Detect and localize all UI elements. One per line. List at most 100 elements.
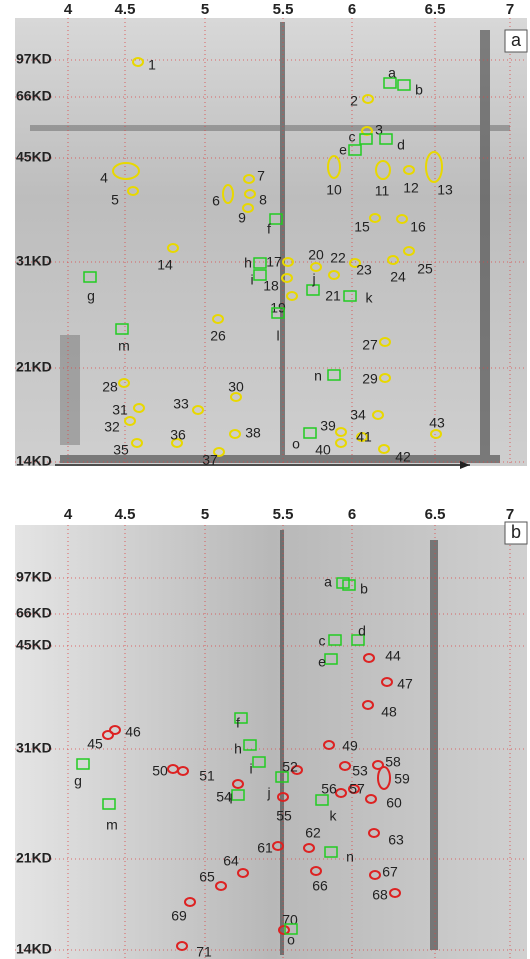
spot-label: n xyxy=(314,368,322,384)
spot-label: 65 xyxy=(199,869,215,885)
spot-label: m xyxy=(118,338,130,354)
spot-label: 54 xyxy=(216,789,232,805)
spot-marker xyxy=(324,653,338,665)
spot-label: 51 xyxy=(199,768,215,784)
spot-label: k xyxy=(330,808,338,824)
panel-letter: a xyxy=(511,30,522,50)
spot-marker xyxy=(328,270,340,280)
spot-label: 23 xyxy=(356,262,372,278)
spot-label: 5 xyxy=(111,192,119,208)
spot-marker xyxy=(222,184,234,204)
spot-marker xyxy=(112,162,140,180)
spot-marker xyxy=(339,761,351,771)
spot-label: e xyxy=(318,654,326,670)
mw-label: 97KD xyxy=(16,51,52,67)
spot-marker xyxy=(237,868,249,878)
spot-label: 25 xyxy=(417,261,433,277)
ph-label: 6.5 xyxy=(425,506,446,523)
spot-label: 69 xyxy=(171,908,187,924)
spot-label: 48 xyxy=(381,704,397,720)
spot-marker xyxy=(277,792,289,802)
spot-marker xyxy=(365,794,377,804)
ph-label: 5 xyxy=(201,506,209,523)
spot-label: 59 xyxy=(394,771,410,787)
spot-marker xyxy=(425,151,443,183)
spot-marker xyxy=(76,758,90,770)
spot-label: 17 xyxy=(266,254,282,270)
spot-marker xyxy=(335,438,347,448)
spot-label: 30 xyxy=(228,379,244,395)
spot-label: o xyxy=(292,436,300,452)
spot-label: 33 xyxy=(173,396,189,412)
letter-box xyxy=(504,521,528,545)
spot-label: 12 xyxy=(403,180,419,196)
spot-label: n xyxy=(346,849,354,865)
spot-marker xyxy=(430,429,442,439)
spot-label: 46 xyxy=(125,724,141,740)
spot-marker xyxy=(310,262,322,272)
spot-marker xyxy=(397,79,411,91)
spot-marker xyxy=(383,77,397,89)
spot-marker xyxy=(232,779,244,789)
spot-label: 68 xyxy=(372,887,388,903)
spot-marker xyxy=(323,740,335,750)
spot-label: 7 xyxy=(257,168,265,184)
spot-label: b xyxy=(415,82,423,98)
spot-marker xyxy=(335,427,347,437)
spot-label: 43 xyxy=(429,415,445,431)
spot-marker xyxy=(335,788,347,798)
spot-label: 62 xyxy=(305,825,321,841)
spot-marker xyxy=(243,739,257,751)
spot-marker xyxy=(243,174,255,184)
ph-label: 4.5 xyxy=(115,1,136,18)
spot-label: 13 xyxy=(437,182,453,198)
spot-label: a xyxy=(388,65,396,81)
spot-marker xyxy=(369,213,381,223)
spot-marker xyxy=(369,870,381,880)
ph-label: 4 xyxy=(64,1,73,18)
spot-label: 57 xyxy=(349,781,365,797)
ph-label: 7 xyxy=(506,1,514,18)
spot-marker xyxy=(275,771,289,783)
ph-label: 6 xyxy=(348,1,356,18)
spot-label: 9 xyxy=(238,210,246,226)
spot-label: 44 xyxy=(385,648,401,664)
spot-label: 42 xyxy=(395,449,411,465)
spot-marker xyxy=(231,789,245,801)
spot-label: 56 xyxy=(321,781,337,797)
spot-label: j xyxy=(311,271,315,287)
spot-label: a xyxy=(324,574,332,590)
spot-marker xyxy=(253,269,267,281)
spot-marker xyxy=(118,378,130,388)
spot-marker xyxy=(102,730,114,740)
ph-label: 5.5 xyxy=(273,1,294,18)
spot-label: 40 xyxy=(315,442,331,458)
spot-marker xyxy=(328,634,342,646)
spot-marker xyxy=(252,756,266,768)
spot-marker xyxy=(379,133,393,145)
spot-marker xyxy=(372,760,384,770)
spot-label: 15 xyxy=(354,219,370,235)
spot-marker xyxy=(343,290,357,302)
spot-marker xyxy=(324,846,338,858)
spot-marker xyxy=(349,258,361,268)
spot-marker xyxy=(359,133,373,145)
spot-label: 41 xyxy=(356,429,372,445)
spot-label: 4 xyxy=(100,170,108,186)
spot-marker xyxy=(361,126,373,136)
spot-label: 11 xyxy=(375,183,390,199)
spot-label: 6 xyxy=(212,193,220,209)
spot-marker xyxy=(230,392,242,402)
ph-label: 4 xyxy=(64,506,73,523)
spot-label: 63 xyxy=(388,832,404,848)
spot-marker xyxy=(387,255,399,265)
spot-label: 18 xyxy=(263,278,279,294)
spot-label: 22 xyxy=(330,250,346,266)
spot-label: 20 xyxy=(308,247,324,263)
mw-label: 66KD xyxy=(16,88,52,104)
spot-marker xyxy=(362,94,374,104)
spot-marker xyxy=(192,405,204,415)
spot-marker xyxy=(176,941,188,951)
spot-label: k xyxy=(366,290,374,306)
